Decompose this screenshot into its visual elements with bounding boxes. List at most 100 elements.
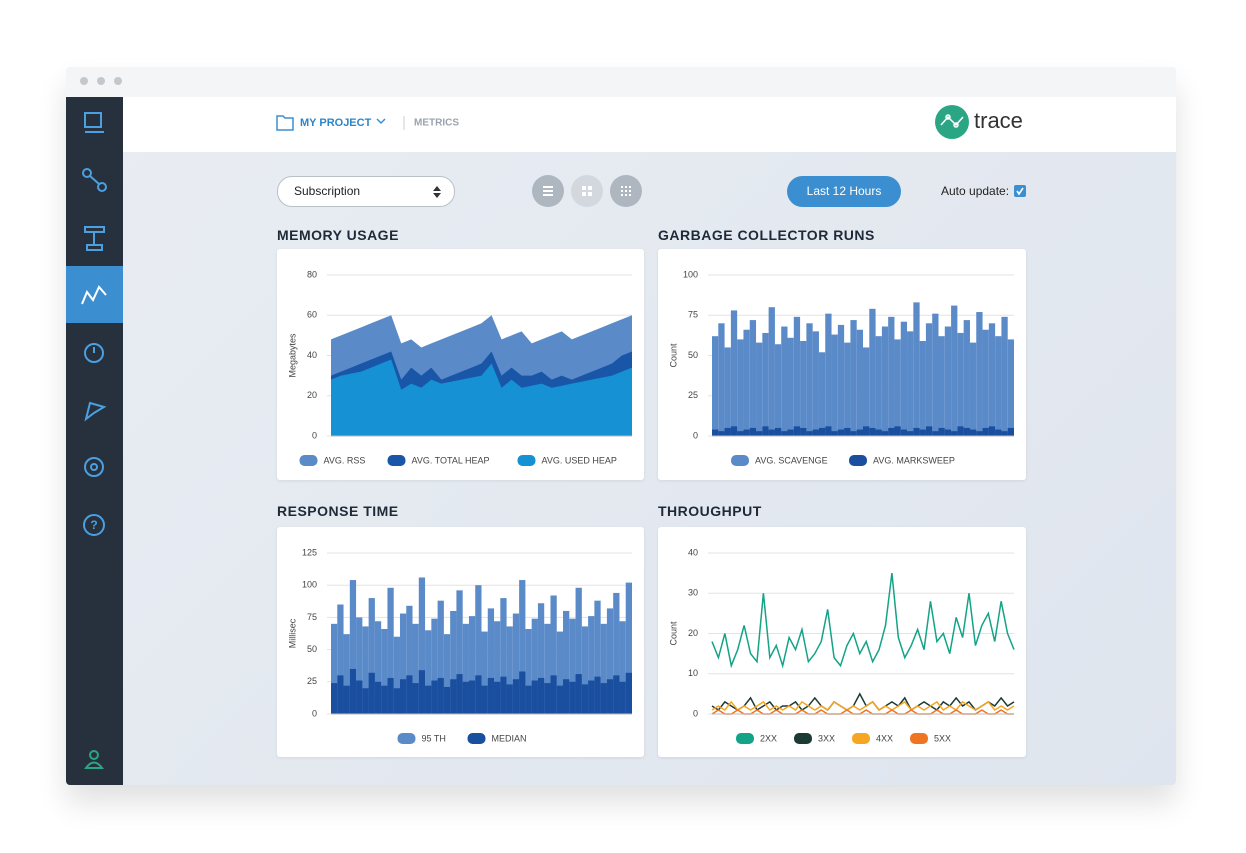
bar xyxy=(793,426,801,436)
y-axis-label: Count xyxy=(668,621,678,646)
bar xyxy=(869,427,876,436)
select[interactable]: Subscription xyxy=(277,176,455,207)
window-dots xyxy=(80,77,122,85)
bar xyxy=(925,426,933,436)
bar xyxy=(969,342,977,436)
bar xyxy=(500,598,507,714)
bar xyxy=(550,595,557,714)
auto-update-checkbox[interactable] xyxy=(1014,185,1027,198)
project-name[interactable]: MY PROJECT xyxy=(300,117,372,129)
bar xyxy=(963,320,970,436)
bar xyxy=(969,429,977,436)
header-art: MY PROJECT METRICS trace xyxy=(276,105,1023,139)
sidebar: ? xyxy=(66,97,123,785)
bar xyxy=(563,610,570,714)
help-icon[interactable] xyxy=(83,514,105,536)
timer-icon[interactable] xyxy=(84,343,104,363)
bar xyxy=(406,605,413,714)
y-tick-label: 20 xyxy=(307,390,317,400)
bar xyxy=(349,580,357,714)
bar xyxy=(976,312,983,436)
bar xyxy=(337,675,344,714)
legend-label: 3XX xyxy=(818,733,835,743)
project-chevron[interactable] xyxy=(376,118,386,125)
folder-icon xyxy=(276,115,294,131)
bar xyxy=(399,613,407,714)
bar xyxy=(418,670,426,714)
bar xyxy=(944,326,952,436)
bar xyxy=(519,580,526,714)
bar xyxy=(932,431,939,436)
bar xyxy=(951,431,958,436)
bar xyxy=(831,431,838,436)
alert-icon[interactable] xyxy=(84,401,107,422)
bar xyxy=(957,332,964,436)
dashboard-icon[interactable] xyxy=(84,112,102,128)
legend-swatch xyxy=(299,455,318,466)
select-text: Subscription xyxy=(294,184,361,198)
y-tick-label: 50 xyxy=(307,644,317,654)
chart-panel: 0 25 50 75 100 Count AVG. SCAVENGE AVG. MARKSWE… xyxy=(658,249,1026,480)
bar xyxy=(331,683,338,714)
bar xyxy=(995,336,1002,436)
legend-label: MEDIAN xyxy=(492,733,527,743)
bar xyxy=(506,684,513,714)
bar xyxy=(343,685,350,714)
sidebar-icons: ? xyxy=(66,112,123,769)
bar xyxy=(913,427,920,436)
bar xyxy=(544,683,551,714)
bar xyxy=(781,326,788,436)
legend-swatch xyxy=(852,733,870,744)
bar xyxy=(563,679,570,714)
bar xyxy=(850,320,857,436)
bar xyxy=(919,341,926,436)
bar xyxy=(938,336,945,436)
bar xyxy=(787,337,794,436)
settings-icon[interactable] xyxy=(84,457,104,477)
topology-icon[interactable] xyxy=(82,168,92,178)
trace-icon[interactable] xyxy=(84,226,105,233)
bar xyxy=(456,674,463,714)
range-button[interactable]: Last 12 Hours xyxy=(787,176,901,207)
bar xyxy=(525,685,532,714)
metrics-icon[interactable] xyxy=(81,285,107,305)
legend-label: AVG. USED HEAP xyxy=(542,455,617,465)
bar xyxy=(825,313,832,436)
bar xyxy=(481,631,488,714)
bar xyxy=(606,608,614,714)
bar xyxy=(1001,316,1008,436)
bar xyxy=(575,674,582,714)
bar xyxy=(544,623,551,714)
bar xyxy=(481,685,488,714)
bar xyxy=(588,616,595,714)
bar xyxy=(724,427,731,436)
legend-label: 4XX xyxy=(876,733,893,743)
view-grid[interactable] xyxy=(571,175,603,207)
bar xyxy=(374,621,382,714)
bar xyxy=(1001,431,1008,436)
bar xyxy=(625,672,632,714)
y-tick-label: 60 xyxy=(307,310,317,320)
legend-label: 5XX xyxy=(934,733,951,743)
user-icon[interactable] xyxy=(89,750,99,760)
y-tick-label: 0 xyxy=(312,430,317,440)
bar xyxy=(506,626,513,714)
bar xyxy=(712,429,719,436)
bar xyxy=(724,347,731,436)
bar xyxy=(381,685,388,714)
bar xyxy=(812,331,819,436)
y-axis-label: Count xyxy=(668,343,678,368)
bar xyxy=(749,320,757,436)
bar xyxy=(737,431,744,436)
legend-swatch xyxy=(794,733,812,744)
y-tick-label: 125 xyxy=(302,547,317,557)
bar xyxy=(1007,339,1014,436)
bar xyxy=(399,679,407,714)
bar xyxy=(768,307,775,436)
bar xyxy=(963,427,970,436)
bar xyxy=(900,429,908,436)
legend-label: AVG. RSS xyxy=(324,455,366,465)
bar xyxy=(925,323,933,436)
bar xyxy=(462,681,469,714)
